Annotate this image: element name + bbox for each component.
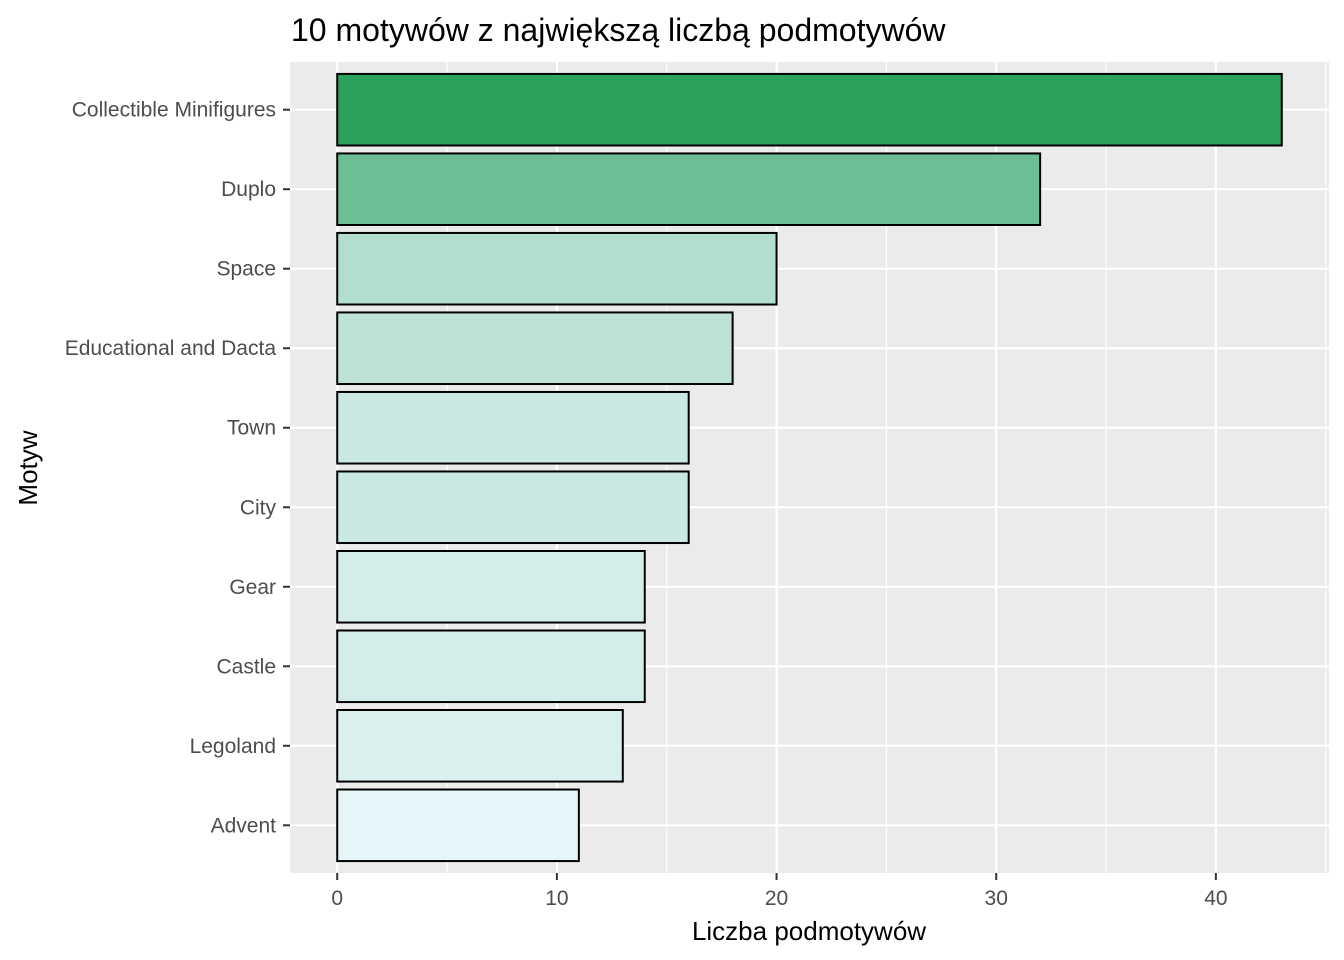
x-axis-title: Liczba podmotywów bbox=[692, 916, 926, 946]
y-tick-label: Legoland bbox=[190, 735, 276, 758]
bar bbox=[336, 629, 646, 704]
y-tick-label: Collectible Minifigures bbox=[72, 99, 276, 122]
y-tick-label: Gear bbox=[229, 576, 276, 599]
y-axis-title: Motyw bbox=[13, 430, 43, 505]
x-axis: 0 10 20 30 40 bbox=[331, 873, 1228, 910]
x-tick-label: 30 bbox=[985, 887, 1008, 910]
bar bbox=[336, 549, 646, 624]
chart-title: 10 motywów z największą liczbą podmotywó… bbox=[291, 12, 946, 48]
bar bbox=[336, 311, 734, 386]
bars bbox=[336, 72, 1283, 863]
y-tick-label: Educational and Dacta bbox=[65, 337, 277, 360]
x-tick-label: 0 bbox=[331, 887, 343, 910]
bar bbox=[336, 390, 690, 465]
y-tick-label: Castle bbox=[216, 655, 276, 678]
y-tick-label: Advent bbox=[211, 814, 277, 837]
bar bbox=[336, 709, 624, 783]
y-tick-label: City bbox=[240, 496, 277, 519]
bar bbox=[336, 152, 1042, 226]
bar bbox=[336, 788, 580, 863]
y-tick-label: Duplo bbox=[221, 178, 276, 201]
y-axis: Collectible Minifigures Duplo Space Educati… bbox=[65, 99, 290, 837]
x-tick-label: 40 bbox=[1204, 887, 1227, 910]
y-tick-label: Space bbox=[216, 258, 276, 281]
bar bbox=[336, 72, 1283, 147]
bar bbox=[336, 470, 690, 545]
x-tick-label: 10 bbox=[545, 887, 568, 910]
y-tick-label: Town bbox=[227, 417, 276, 440]
bar bbox=[336, 231, 778, 306]
x-tick-label: 20 bbox=[765, 887, 788, 910]
